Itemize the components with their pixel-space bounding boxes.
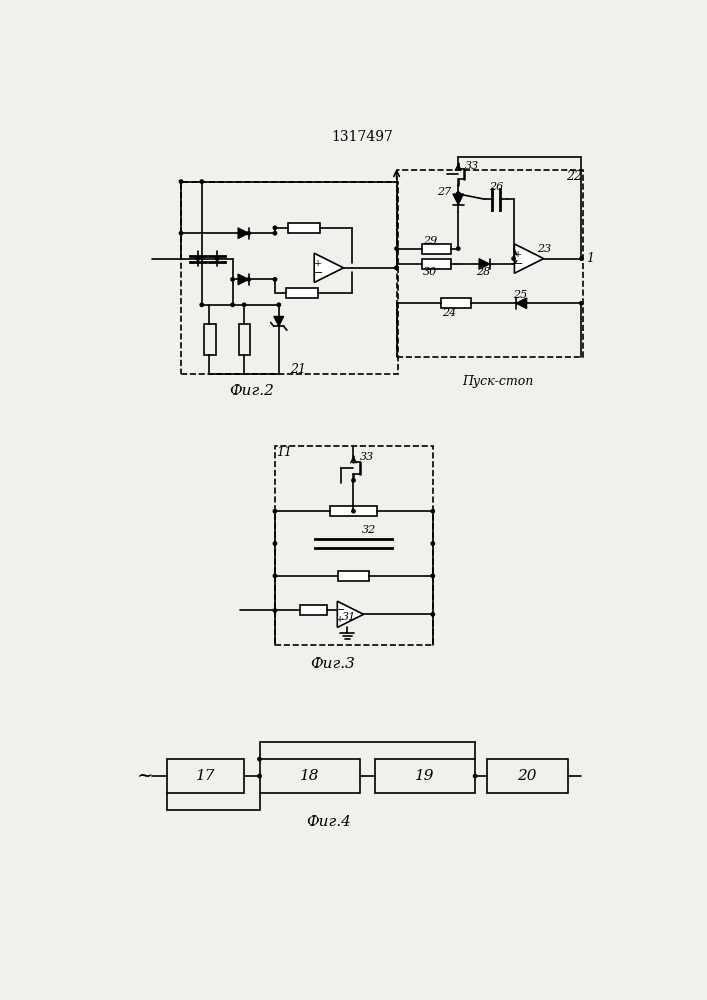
- Circle shape: [273, 542, 276, 545]
- Circle shape: [273, 278, 276, 281]
- Text: 30: 30: [423, 267, 437, 277]
- Circle shape: [277, 303, 281, 306]
- Circle shape: [247, 231, 250, 235]
- Circle shape: [395, 247, 398, 250]
- Bar: [300, 605, 327, 615]
- Polygon shape: [238, 228, 249, 239]
- Circle shape: [231, 278, 234, 281]
- Polygon shape: [314, 253, 344, 282]
- Circle shape: [247, 278, 250, 281]
- Circle shape: [474, 774, 477, 778]
- Text: Фиг.2: Фиг.2: [229, 384, 274, 398]
- Circle shape: [580, 302, 583, 305]
- Circle shape: [512, 257, 515, 260]
- Bar: [375, 759, 475, 793]
- Bar: [286, 288, 318, 298]
- Text: Фиг.3: Фиг.3: [310, 657, 355, 671]
- Circle shape: [273, 509, 276, 513]
- Text: 33: 33: [361, 452, 375, 462]
- Bar: [397, 170, 583, 357]
- Polygon shape: [515, 244, 544, 273]
- Circle shape: [243, 303, 246, 306]
- Text: 19: 19: [415, 769, 435, 783]
- Text: 17: 17: [196, 769, 216, 783]
- Circle shape: [273, 574, 276, 578]
- Polygon shape: [274, 316, 284, 326]
- Text: 32: 32: [362, 525, 376, 535]
- Polygon shape: [516, 298, 527, 309]
- Text: −: −: [313, 268, 323, 278]
- Text: 22: 22: [566, 170, 583, 183]
- Circle shape: [197, 257, 199, 260]
- Bar: [422, 259, 451, 269]
- Text: −: −: [513, 259, 523, 269]
- Text: 20: 20: [517, 769, 537, 783]
- Circle shape: [180, 180, 182, 183]
- Text: 18: 18: [300, 769, 320, 783]
- Circle shape: [180, 231, 182, 235]
- Bar: [330, 506, 377, 516]
- Bar: [275, 446, 433, 645]
- Text: +: +: [337, 615, 344, 624]
- Polygon shape: [238, 274, 249, 285]
- Text: 25: 25: [513, 290, 527, 300]
- Circle shape: [431, 509, 435, 513]
- Circle shape: [395, 266, 398, 270]
- Text: 1: 1: [586, 252, 594, 265]
- Circle shape: [395, 266, 398, 270]
- Bar: [441, 298, 471, 308]
- Bar: [259, 759, 360, 793]
- Circle shape: [352, 479, 355, 482]
- Circle shape: [231, 303, 234, 306]
- Circle shape: [200, 303, 204, 306]
- Polygon shape: [452, 194, 464, 205]
- Bar: [288, 223, 320, 233]
- Circle shape: [431, 613, 435, 616]
- Text: 21: 21: [290, 363, 306, 376]
- Text: Пуск-стоп: Пуск-стоп: [462, 375, 534, 388]
- Bar: [167, 759, 244, 793]
- Text: 28: 28: [476, 267, 490, 277]
- Polygon shape: [479, 259, 490, 269]
- Bar: [486, 759, 568, 793]
- Bar: [181, 182, 398, 374]
- Circle shape: [273, 226, 276, 229]
- Circle shape: [200, 180, 204, 183]
- Text: 27: 27: [437, 187, 452, 197]
- Text: 24: 24: [442, 308, 456, 318]
- Text: 31: 31: [341, 612, 356, 622]
- Circle shape: [457, 247, 460, 250]
- Text: 11: 11: [276, 446, 292, 459]
- Circle shape: [457, 192, 460, 196]
- Text: +: +: [514, 250, 522, 259]
- Text: 33: 33: [465, 161, 479, 171]
- Text: −: −: [336, 605, 345, 615]
- Text: +: +: [314, 259, 322, 268]
- Bar: [422, 244, 451, 254]
- Circle shape: [258, 774, 262, 778]
- Text: Фиг.4: Фиг.4: [306, 815, 351, 829]
- Circle shape: [352, 509, 355, 513]
- Circle shape: [457, 192, 460, 196]
- Text: ~: ~: [137, 767, 153, 785]
- Circle shape: [431, 542, 435, 545]
- Circle shape: [273, 609, 276, 612]
- Circle shape: [273, 231, 276, 235]
- Circle shape: [457, 192, 460, 196]
- Text: 29: 29: [423, 236, 437, 246]
- Text: 1317497: 1317497: [331, 130, 393, 144]
- Circle shape: [580, 257, 583, 260]
- Text: 26: 26: [489, 182, 503, 192]
- Bar: [338, 571, 369, 581]
- Circle shape: [216, 257, 219, 260]
- Circle shape: [258, 757, 262, 761]
- Circle shape: [431, 574, 435, 578]
- Text: 23: 23: [537, 244, 551, 254]
- Bar: [239, 324, 250, 355]
- Bar: [204, 324, 216, 355]
- Polygon shape: [337, 601, 363, 627]
